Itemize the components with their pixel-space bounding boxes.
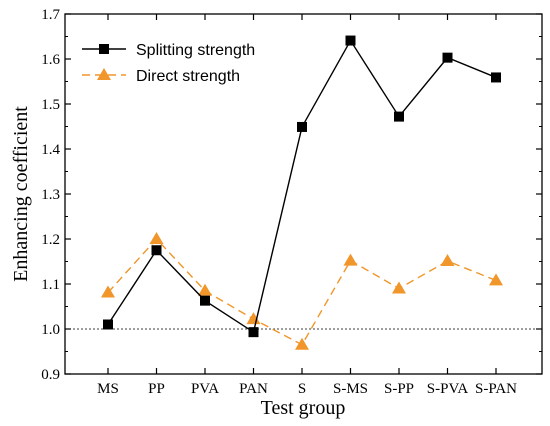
direct-point xyxy=(246,312,261,325)
splitting-point xyxy=(200,295,210,306)
x-tick-label: PP xyxy=(148,381,165,397)
y-tick-label: 1.4 xyxy=(41,142,60,158)
direct-point xyxy=(440,254,455,267)
x-tick-label: S xyxy=(298,381,306,397)
y-axis-title: Enhancing coefficient xyxy=(10,106,32,282)
splitting-point xyxy=(99,44,109,54)
splitting-point xyxy=(103,319,113,330)
x-tick-label: PAN xyxy=(239,381,268,397)
x-tick-label: S-PAN xyxy=(475,381,517,397)
y-tick-label: 1.6 xyxy=(41,52,60,68)
splitting-point xyxy=(442,52,453,63)
x-tick-label: MS xyxy=(97,381,119,397)
y-axis: 0.9 1.0 1.1 1.2 1.3 1.4 1.5 1.6 1.7 xyxy=(41,7,542,383)
legend-label: Direct strength xyxy=(136,68,240,85)
series-layer xyxy=(101,35,503,350)
y-tick-label: 1.5 xyxy=(41,97,60,113)
direct-point xyxy=(392,281,406,294)
y-tick-label: 1.2 xyxy=(41,232,60,248)
splitting-point xyxy=(151,245,162,256)
y-tick-label: 0.9 xyxy=(41,367,60,383)
x-axis: MS PP PVA PAN S S-MS S-PP S-PVA S-PAN xyxy=(97,14,517,397)
direct-point xyxy=(97,68,111,80)
x-axis-title: Test group xyxy=(261,397,346,419)
x-tick-label: S-PP xyxy=(384,381,414,397)
splitting-point xyxy=(491,72,501,83)
direct-point xyxy=(149,232,164,244)
splitting-point xyxy=(345,35,356,46)
y-tick-label: 1.7 xyxy=(41,7,60,23)
splitting-point xyxy=(394,111,404,122)
legend-item: Direct strength xyxy=(82,68,240,85)
direct-point xyxy=(343,253,358,266)
y-tick-label: 1.3 xyxy=(41,187,60,203)
y-tick-label: 1.0 xyxy=(41,322,60,338)
x-tick-label: PVA xyxy=(191,381,219,397)
series-splitting-strength xyxy=(103,35,501,338)
direct-point xyxy=(489,273,503,286)
direct-point xyxy=(198,283,212,296)
direct-point xyxy=(101,285,115,298)
legend: Splitting strength Direct strength xyxy=(82,42,255,85)
x-tick-label: S-MS xyxy=(333,381,368,397)
series-direct-strength xyxy=(101,232,503,350)
y-tick-label: 1.1 xyxy=(41,277,60,293)
direct-point xyxy=(295,337,309,350)
splitting-point xyxy=(248,327,259,338)
legend-label: Splitting strength xyxy=(136,42,255,59)
splitting-point xyxy=(297,121,307,132)
x-tick-label: S-PVA xyxy=(427,381,469,397)
legend-item: Splitting strength xyxy=(82,42,255,59)
